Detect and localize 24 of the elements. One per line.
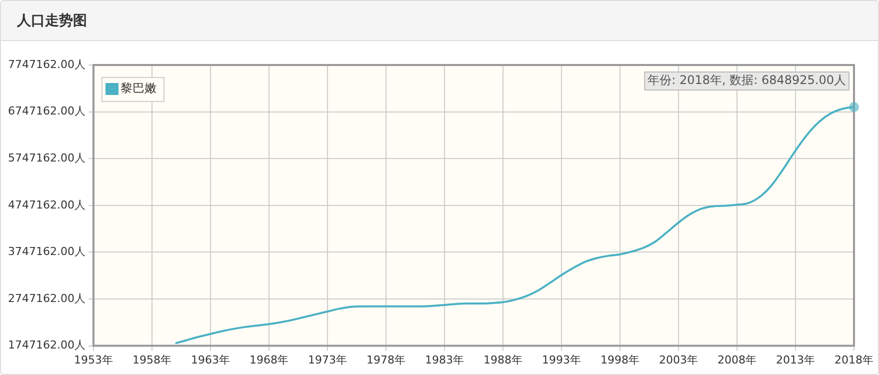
legend-label: 黎巴嫩 (120, 81, 156, 96)
annotation: 年份: 2018年, 数据: 6848925.00人 (648, 73, 846, 88)
y-tick-label: 4747162.00人 (8, 198, 86, 212)
x-tick-label: 1973年 (308, 353, 347, 366)
y-tick-label: 5747162.00人 (8, 151, 86, 164)
y-tick-label: 7747162.00人 (8, 58, 86, 71)
x-tick-label: 1998年 (600, 353, 640, 366)
x-tick-label: 2018年 (834, 353, 874, 366)
x-tick-label: 2008年 (717, 353, 756, 366)
chart-title: 人口走势图 (1, 1, 878, 41)
y-tick-label: 1747162.00人 (8, 338, 86, 352)
x-tick-label: 2013年 (776, 353, 815, 366)
y-tick-label: 6747162.00人 (8, 104, 86, 118)
y-tick-label: 2747162.00人 (8, 292, 86, 305)
x-tick-label: 2003年 (658, 353, 698, 366)
x-tick-label: 1953年 (74, 353, 113, 366)
x-tick-label: 1978年 (366, 353, 406, 366)
x-tick-label: 1983年 (424, 353, 464, 366)
x-tick-label: 1963年 (190, 353, 230, 366)
x-tick-label: 1968年 (249, 353, 288, 366)
x-tick-label: 1958年 (132, 353, 172, 366)
x-tick-label: 1993年 (542, 353, 581, 366)
x-tick-label: 1988年 (483, 353, 522, 366)
y-tick-label: 3747162.00人 (8, 245, 86, 258)
